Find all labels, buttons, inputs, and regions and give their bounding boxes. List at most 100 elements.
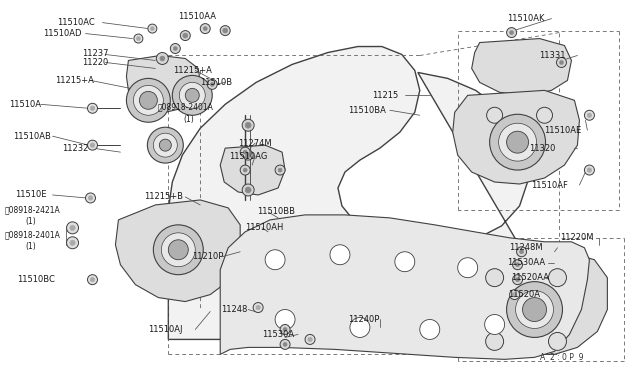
Circle shape	[513, 260, 522, 270]
Circle shape	[179, 82, 205, 108]
Circle shape	[243, 168, 247, 172]
Circle shape	[154, 133, 177, 157]
Text: 11510AG: 11510AG	[229, 152, 268, 161]
Text: 11331: 11331	[540, 51, 566, 60]
Circle shape	[520, 250, 524, 254]
Circle shape	[161, 233, 195, 267]
Text: (1): (1)	[183, 115, 194, 124]
Circle shape	[587, 168, 591, 172]
Circle shape	[240, 147, 250, 157]
Circle shape	[223, 28, 228, 33]
Text: 11210P: 11210P	[192, 252, 223, 261]
Circle shape	[70, 240, 76, 246]
Circle shape	[183, 33, 188, 38]
Circle shape	[548, 269, 566, 286]
Circle shape	[242, 119, 254, 131]
Circle shape	[67, 222, 79, 234]
Circle shape	[256, 305, 260, 310]
Circle shape	[140, 92, 157, 109]
Circle shape	[395, 252, 415, 272]
Polygon shape	[452, 90, 579, 184]
Circle shape	[516, 278, 520, 282]
Circle shape	[559, 61, 563, 64]
Circle shape	[486, 269, 504, 286]
Text: ⓝ08918-2421A: ⓝ08918-2421A	[4, 205, 60, 214]
PathPatch shape	[168, 46, 575, 339]
Polygon shape	[472, 39, 572, 95]
Circle shape	[484, 314, 504, 334]
Circle shape	[160, 56, 165, 61]
Circle shape	[350, 318, 370, 337]
Circle shape	[70, 225, 76, 231]
Text: (1): (1)	[26, 217, 36, 227]
Text: 11215+A: 11215+A	[173, 66, 212, 75]
Circle shape	[204, 26, 207, 31]
Circle shape	[133, 86, 163, 115]
Circle shape	[509, 31, 513, 35]
Circle shape	[548, 333, 566, 350]
Circle shape	[253, 302, 263, 312]
Text: 11248: 11248	[221, 305, 248, 314]
Circle shape	[90, 106, 95, 110]
Circle shape	[243, 150, 253, 160]
Circle shape	[210, 82, 214, 86]
Text: 11274M: 11274M	[238, 139, 272, 148]
Text: 11215+B: 11215+B	[145, 192, 184, 202]
Circle shape	[200, 23, 210, 33]
Circle shape	[280, 339, 290, 349]
Circle shape	[587, 113, 591, 118]
Circle shape	[516, 247, 527, 257]
Text: 11215: 11215	[372, 91, 398, 100]
Circle shape	[136, 36, 140, 41]
Text: 11520A: 11520A	[509, 290, 541, 299]
Circle shape	[88, 140, 97, 150]
Text: 11510AH: 11510AH	[245, 223, 284, 232]
Circle shape	[156, 52, 168, 64]
Text: 11510A: 11510A	[9, 100, 41, 109]
Circle shape	[509, 290, 520, 299]
Text: (1): (1)	[26, 242, 36, 251]
Circle shape	[172, 76, 212, 115]
Circle shape	[507, 131, 529, 153]
Text: 11510AJ: 11510AJ	[148, 325, 183, 334]
Circle shape	[513, 292, 517, 297]
Polygon shape	[220, 215, 589, 359]
Circle shape	[522, 298, 547, 321]
Text: 11510AB: 11510AB	[13, 132, 51, 141]
Circle shape	[420, 320, 440, 339]
Circle shape	[536, 107, 552, 123]
Text: ⓝ08918-2401A: ⓝ08918-2401A	[4, 230, 61, 239]
Circle shape	[86, 193, 95, 203]
Circle shape	[278, 168, 282, 172]
Circle shape	[516, 291, 554, 328]
Circle shape	[173, 46, 177, 51]
Text: 11510AE: 11510AE	[545, 126, 582, 135]
Circle shape	[90, 143, 95, 147]
Circle shape	[280, 324, 290, 334]
Text: 11510BB: 11510BB	[257, 208, 295, 217]
Circle shape	[148, 24, 157, 33]
Circle shape	[557, 58, 566, 67]
Circle shape	[275, 165, 285, 175]
Circle shape	[584, 110, 595, 120]
Text: A  2 : 0 P  9: A 2 : 0 P 9	[540, 353, 583, 362]
Circle shape	[458, 258, 477, 278]
Circle shape	[134, 34, 143, 43]
Text: 11530A: 11530A	[262, 330, 294, 339]
Text: 11320: 11320	[529, 144, 556, 153]
Polygon shape	[115, 200, 240, 302]
Text: 11510B: 11510B	[200, 78, 232, 87]
Circle shape	[513, 275, 522, 285]
Circle shape	[90, 278, 95, 282]
Circle shape	[330, 245, 350, 265]
Circle shape	[240, 165, 250, 175]
Circle shape	[516, 263, 520, 267]
Text: 11530AA: 11530AA	[507, 258, 545, 267]
Circle shape	[486, 333, 504, 350]
Text: 11237: 11237	[83, 49, 109, 58]
Circle shape	[243, 150, 247, 154]
Circle shape	[170, 44, 180, 54]
Polygon shape	[127, 55, 200, 112]
Circle shape	[507, 28, 516, 38]
Circle shape	[245, 122, 251, 128]
